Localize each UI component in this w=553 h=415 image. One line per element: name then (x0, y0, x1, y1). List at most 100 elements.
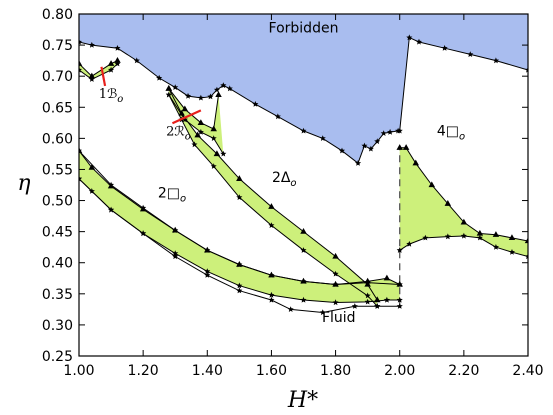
plot-frame (78, 13, 529, 357)
y-tick-label-8: 0.65 (42, 100, 73, 116)
point-fluid_bottom-0 (79, 175, 82, 182)
coexistence-band-rect_sliver (168, 88, 224, 154)
forbidden-region (79, 14, 528, 164)
point-4sq-lower-0 (396, 247, 403, 253)
forbidden-point-19 (367, 145, 374, 152)
forbidden-point-30 (525, 66, 528, 73)
y-axis-title: η (17, 171, 30, 196)
y-tick-label-4: 0.45 (42, 225, 73, 241)
forbidden-point-16 (338, 147, 345, 154)
point-fluid_bottom-8 (319, 309, 326, 316)
point-fluid_upper_branch-5 (236, 261, 243, 268)
forbidden-point-0 (79, 38, 82, 45)
point-2sq_upper-lower-5 (268, 222, 275, 228)
x-tick-label-0: 1.00 (63, 363, 94, 379)
point-2sq_lower-upper-1 (88, 163, 96, 170)
forbidden-point-2 (114, 45, 121, 51)
point-buckled-lower-3 (114, 60, 121, 67)
point-2sq_lower-lower-5 (204, 268, 211, 274)
point-4sq-lower-8 (525, 253, 528, 260)
point-2sq_lower-lower-9 (332, 299, 339, 306)
forbidden-point-6 (185, 92, 192, 99)
point-4sq-upper-2 (412, 159, 419, 166)
point-buckled-upper-1 (88, 72, 96, 79)
forbidden-point-22 (387, 128, 394, 135)
point-rect_sliver-lower-0 (165, 91, 172, 98)
series-line-4sq-upper (399, 147, 528, 242)
point-fluid_upper_branch-8 (332, 281, 339, 288)
point-fluid_upper_branch-3 (172, 227, 179, 233)
point-2sq_lower-lower-8 (300, 296, 307, 303)
x-tick-label-3: 1.60 (256, 363, 287, 379)
forbidden-point-25 (406, 34, 413, 41)
annotation-label-1: 2ℛo (166, 124, 191, 142)
point-2sq_upper-upper-9 (374, 296, 381, 303)
forbidden-point-12 (252, 101, 259, 107)
x-tick-label-2: 1.40 (192, 363, 223, 379)
y-tick-label-11: 0.80 (42, 7, 73, 23)
point-4sq-upper-9 (524, 237, 528, 244)
point-4sq-upper-5 (460, 218, 468, 225)
y-tick-label-7: 0.60 (42, 131, 73, 147)
point-rect_sliver-lower-1 (181, 116, 188, 123)
point-2sq_lower-upper-11 (383, 274, 391, 281)
point-fluid_bottom-2 (140, 230, 147, 237)
point-4sq-upper-0 (396, 144, 403, 150)
point-fluid_bottom-5 (236, 287, 243, 294)
y-tick-label-0: 0.25 (42, 349, 73, 365)
forbidden-point-17 (355, 160, 362, 166)
forbidden-point-4 (156, 74, 163, 81)
point-2sq_upper-lower-3 (210, 163, 217, 169)
point-2sq_lower-lower-4 (172, 250, 179, 256)
point-fluid_upper_branch-6 (268, 272, 275, 278)
point-4sq-lower-5 (476, 234, 483, 241)
series-line-2sq_upper-lower (168, 94, 378, 307)
coexistence-band-buckled (79, 60, 118, 80)
point-buckled-lower-1 (88, 76, 95, 82)
point-2sq_upper-lower-7 (332, 270, 339, 277)
point-2sq_upper-upper-6 (300, 228, 307, 234)
point-2sq_lower-lower-7 (268, 291, 275, 298)
series-line-2sq_upper-upper (168, 88, 378, 301)
x-tick-label-7: 2.40 (512, 363, 543, 379)
y-tick-label-5: 0.50 (42, 194, 73, 210)
point-2sq_lower-lower-12 (396, 296, 403, 303)
coexistence-band-4sq (399, 147, 528, 257)
point-fluid_bottom-7 (287, 306, 294, 312)
y-tick-label-10: 0.75 (42, 38, 73, 54)
point-fluid_upper_branch-0 (79, 147, 82, 154)
point-4sq-lower-3 (444, 233, 451, 240)
forbidden-point-29 (492, 57, 499, 64)
annotation-label-0: 1ℬo (99, 87, 124, 105)
point-rect_sliver-upper-4 (215, 91, 222, 97)
point-fluid_upper_branch-10 (396, 281, 403, 288)
point-fluid_upper_branch-2 (140, 204, 147, 211)
y-tick-label-2: 0.35 (42, 287, 73, 303)
forbidden-point-1 (88, 41, 95, 48)
point-fluid_bottom-6 (268, 296, 275, 303)
series-line-fluid_bottom (79, 178, 400, 314)
point-2sq_upper-lower-2 (191, 141, 198, 148)
forbidden-point-20 (374, 138, 381, 145)
forbidden-point-7 (197, 94, 204, 101)
y-tick-label-3: 0.40 (42, 256, 73, 272)
point-2sq_upper-lower-8 (364, 292, 371, 299)
point-rect_sliver-lower-3 (210, 135, 217, 141)
region-label-3: 4□o (437, 123, 465, 142)
point-buckled-upper-0 (79, 60, 83, 66)
x-tick-label-5: 2.00 (384, 363, 415, 379)
x-tick-label-4: 1.80 (320, 363, 351, 379)
point-buckled-upper-2 (107, 60, 115, 66)
point-2sq_lower-lower-10 (364, 298, 371, 305)
forbidden-point-14 (300, 127, 307, 134)
x-axis-title: H* (287, 388, 318, 413)
annotation-arrow-0 (100, 66, 107, 87)
forbidden-point-21 (380, 130, 387, 136)
region-label-2: 2Δo (272, 170, 297, 189)
y-tick-label-9: 0.70 (42, 69, 73, 85)
forbidden-point-15 (319, 135, 326, 141)
point-fluid_bottom-1 (108, 206, 115, 213)
point-2sq_lower-lower-6 (236, 282, 243, 289)
point-4sq-upper-4 (444, 200, 452, 206)
point-4sq-upper-7 (492, 231, 500, 237)
